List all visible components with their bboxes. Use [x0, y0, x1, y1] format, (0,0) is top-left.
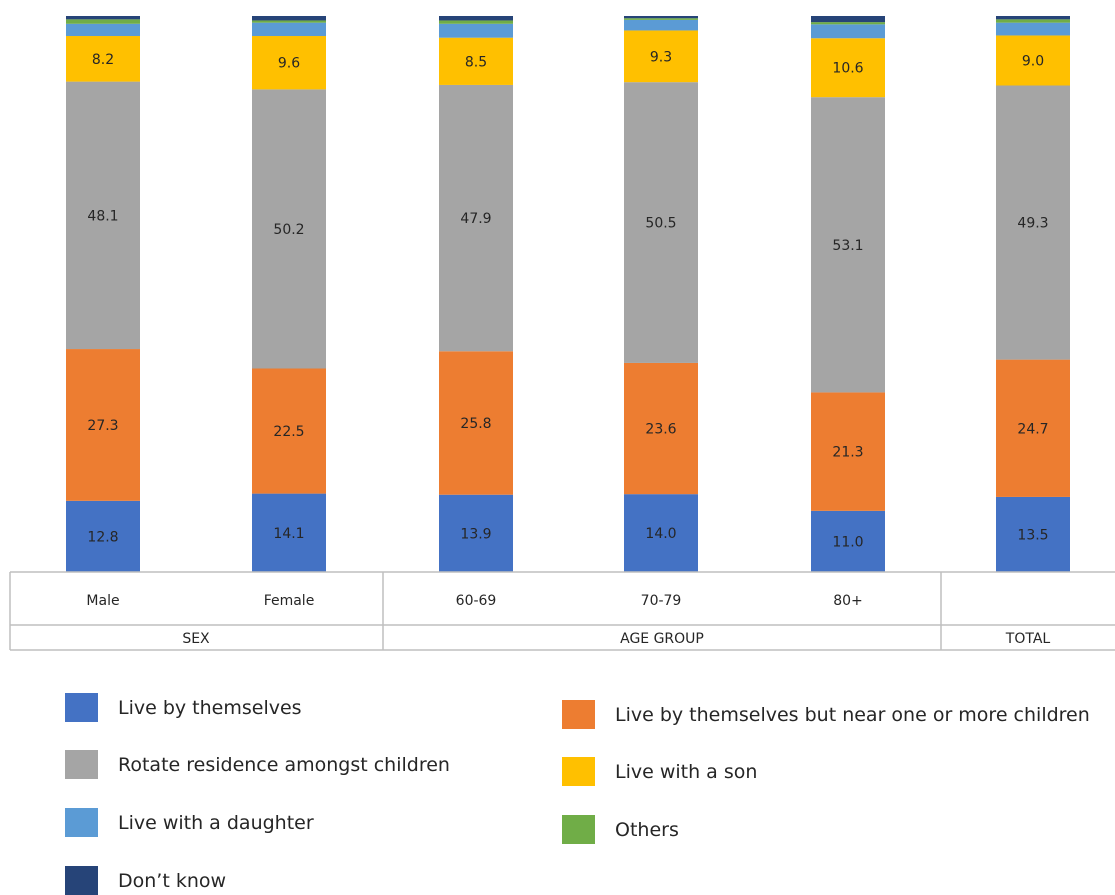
- data-label: 14.0: [645, 526, 676, 542]
- data-label: 27.3: [87, 418, 118, 434]
- legend-item-live-near-children: Live by themselves but near one or more …: [562, 700, 1090, 729]
- legend-swatch: [562, 815, 595, 844]
- legend-item-live-by-themselves: Live by themselves: [65, 693, 302, 722]
- bar-live-by-themselves-60-69: [439, 494, 513, 572]
- bar-don-t-know-70-79: [624, 16, 698, 19]
- legend-item-live-with-son: Live with a son: [562, 757, 757, 786]
- bar-live-with-a-son-male: [66, 36, 140, 82]
- legend-swatch: [562, 700, 595, 729]
- data-label: 13.5: [1017, 527, 1048, 543]
- data-label: 12.8: [87, 529, 118, 545]
- bar-live-by-themselves-70-79: [624, 494, 698, 572]
- data-label: 25.8: [460, 416, 491, 432]
- legend-item-rotate-residence: Rotate residence amongst children: [65, 750, 450, 779]
- bar-live-by-themselves-but-near-one-or-more-children-80: [811, 392, 885, 511]
- legend-label: Live by themselves: [118, 696, 302, 719]
- bar-live-with-a-son-60-69: [439, 37, 513, 85]
- bar-live-with-a-son-female: [252, 36, 326, 90]
- group-label: SEX: [182, 631, 210, 647]
- data-label: 10.6: [832, 61, 863, 77]
- data-label: 50.2: [273, 222, 304, 238]
- category-label: Female: [264, 593, 315, 609]
- legend-label: Live with a son: [615, 760, 758, 783]
- bar-don-t-know-male: [66, 16, 140, 20]
- bar-rotate-residence-amongst-children-total: [996, 85, 1070, 360]
- legend-item-live-with-daughter: Live with a daughter: [65, 808, 314, 837]
- bar-live-with-a-son-total: [996, 35, 1070, 86]
- data-label: 11.0: [832, 534, 863, 550]
- bar-others-70-79: [624, 18, 698, 20]
- bar-don-t-know-female: [252, 16, 326, 21]
- data-label: 24.7: [1017, 421, 1048, 437]
- stacked-bar-chart: 12.8 27.3 48.1 8.2 14.1 22.5 50.2 9.6 13.9 25.8 47…: [9, 16, 1115, 651]
- data-label: 23.6: [645, 422, 676, 438]
- legend-label: Don’t know: [118, 869, 227, 892]
- bar-live-by-themselves-but-near-one-or-more-children-70-79: [624, 362, 698, 495]
- bar-live-with-a-daughter-60-69: [439, 23, 513, 38]
- bar-live-with-a-daughter-70-79: [624, 19, 698, 31]
- legend-swatch: [65, 866, 98, 895]
- data-label: 22.5: [273, 424, 304, 440]
- bar-live-with-a-daughter-female: [252, 22, 326, 37]
- legend-item-dont-know: Don’t know: [65, 866, 226, 895]
- bar-live-with-a-son-80: [811, 38, 885, 98]
- bar-others-female: [252, 20, 326, 23]
- bar-live-by-themselves-female: [252, 493, 326, 572]
- group-label: TOTAL: [1005, 631, 1051, 647]
- data-label: 14.1: [273, 526, 304, 542]
- bar-rotate-residence-amongst-children-70-79: [624, 82, 698, 363]
- data-label: 47.9: [460, 211, 491, 227]
- data-label: 53.1: [832, 238, 863, 254]
- bar-live-by-themselves-but-near-one-or-more-children-male: [66, 349, 140, 501]
- group-label: AGE GROUP: [620, 631, 704, 647]
- bar-live-with-a-son-70-79: [624, 30, 698, 83]
- data-label: 9.0: [1022, 53, 1044, 69]
- legend-label: Live with a daughter: [118, 811, 314, 834]
- bar-others-80: [811, 22, 885, 25]
- legend-label: Rotate residence amongst children: [118, 753, 450, 776]
- data-label: 9.3: [650, 49, 672, 65]
- data-label: 50.5: [645, 216, 676, 232]
- data-label: 8.2: [92, 52, 114, 68]
- bar-live-by-themselves-total: [996, 496, 1070, 572]
- legend-label: Live by themselves but near one or more …: [615, 703, 1090, 726]
- category-label: Male: [86, 593, 119, 609]
- bar-don-t-know-total: [996, 16, 1070, 20]
- bar-live-by-themselves-but-near-one-or-more-children-60-69: [439, 351, 513, 495]
- legend-swatch: [65, 808, 98, 837]
- bar-live-by-themselves-but-near-one-or-more-children-female: [252, 368, 326, 494]
- bar-rotate-residence-amongst-children-60-69: [439, 84, 513, 352]
- category-label: 70-79: [641, 593, 682, 609]
- bar-live-by-themselves-80: [811, 510, 885, 572]
- bar-live-with-a-daughter-total: [996, 22, 1070, 36]
- bar-others-60-69: [439, 20, 513, 24]
- legend-item-others: Others: [562, 815, 679, 844]
- bar-rotate-residence-amongst-children-female: [252, 89, 326, 369]
- legend-swatch: [65, 693, 98, 722]
- data-label: 9.6: [278, 56, 300, 72]
- category-label: 80+: [833, 593, 863, 609]
- bar-others-total: [996, 19, 1070, 23]
- bar-others-male: [66, 19, 140, 24]
- data-label: 8.5: [465, 54, 487, 70]
- bar-rotate-residence-amongst-children-80: [811, 97, 885, 393]
- category-label: 60-69: [456, 593, 497, 609]
- data-label: 48.1: [87, 208, 118, 224]
- data-label: 21.3: [832, 445, 863, 461]
- legend-label: Others: [615, 818, 679, 841]
- data-label: 49.3: [1017, 216, 1048, 232]
- legend-swatch: [562, 757, 595, 786]
- bar-don-t-know-60-69: [439, 16, 513, 21]
- data-label: 13.9: [460, 526, 491, 542]
- legend-swatch: [65, 750, 98, 779]
- bar-live-by-themselves-male: [66, 500, 140, 572]
- bar-rotate-residence-amongst-children-male: [66, 81, 140, 350]
- bar-don-t-know-80: [811, 16, 885, 23]
- bar-live-with-a-daughter-80: [811, 24, 885, 39]
- bar-live-by-themselves-but-near-one-or-more-children-total: [996, 359, 1070, 497]
- bar-live-with-a-daughter-male: [66, 23, 140, 37]
